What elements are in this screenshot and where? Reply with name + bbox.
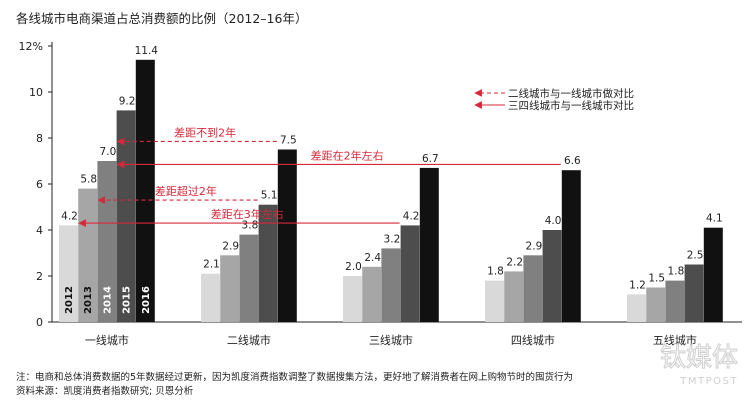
legend-label: 二线城市与一线城市做对比: [508, 87, 634, 100]
bar: [504, 271, 524, 322]
series-label: 2012: [64, 286, 75, 314]
bar: [523, 255, 543, 322]
x-tick-label: 一线城市: [85, 333, 129, 347]
annotation-label: 差距不到2年: [174, 125, 236, 139]
bar: [135, 59, 155, 323]
bar: [258, 204, 278, 322]
data-label: 7.5: [280, 135, 297, 147]
data-label: 1.8: [668, 266, 685, 278]
y-tick-label: 12%: [19, 40, 43, 53]
y-tick-label: 6: [36, 178, 43, 191]
y-tick-label: 2: [36, 270, 43, 283]
data-label: 3.2: [384, 233, 401, 245]
data-label: 11.4: [135, 45, 159, 57]
bar: [665, 280, 685, 322]
data-label: 6.7: [422, 153, 439, 165]
series-label: 2015: [122, 286, 133, 314]
bar: [703, 227, 723, 322]
series-label: 2013: [83, 286, 94, 314]
bar: [277, 149, 297, 322]
data-label: 9.2: [119, 95, 136, 107]
data-label: 1.5: [648, 273, 665, 285]
bar: [362, 266, 382, 322]
watermark-subtext: TMTPOST: [679, 376, 738, 387]
bar: [419, 167, 439, 322]
legend-label: 三四线城市与一线城市对比: [508, 99, 634, 112]
footnote: 注：电商和总体消费数据的5年数据经过更新，因为凯度消费指数调整了数据搜集方法，更…: [16, 372, 574, 383]
watermark-text: 钛媒体: [660, 343, 738, 373]
data-label: 4.1: [706, 213, 723, 225]
x-tick-label: 三线城市: [369, 333, 413, 347]
data-label: 2.9: [526, 240, 543, 252]
y-axis: 0 2 4 6 8 10 12%: [19, 40, 53, 329]
bar: [59, 225, 78, 322]
data-label: 4.0: [545, 215, 562, 227]
x-tick-label: 四线城市: [511, 333, 555, 347]
data-label: 2.0: [345, 261, 362, 273]
data-label: 6.6: [564, 155, 581, 167]
x-axis: 一线城市 二线城市 三线城市 四线城市 五线城市: [52, 321, 742, 347]
bar: [239, 234, 259, 322]
bar: [646, 287, 666, 322]
series-label: 2016: [141, 286, 152, 314]
bar: [561, 170, 581, 322]
data-label: 4.2: [61, 210, 78, 222]
bar: [201, 273, 220, 322]
data-label: 5.1: [261, 190, 278, 202]
y-tick-label: 4: [36, 224, 43, 237]
annotation-label: 差距在2年左右: [311, 148, 384, 162]
data-label: 5.8: [80, 174, 97, 186]
data-label: 4.2: [403, 210, 420, 222]
series-label: 2014: [102, 286, 113, 314]
data-label: 1.2: [629, 279, 646, 291]
bar: [343, 276, 362, 322]
data-label: 3.8: [242, 220, 259, 232]
bar: [485, 280, 504, 322]
x-tick-label: 五线城市: [653, 333, 697, 347]
bar: [400, 225, 420, 322]
watermark-logo: 钛媒体 TMTPOST: [659, 343, 738, 388]
data-label: 7.0: [100, 146, 117, 158]
annotation-label: 差距超过2年: [155, 184, 217, 198]
source-note: 资料来源：凯度消费者指数研究; 贝恩分析: [16, 386, 194, 397]
data-label: 2.5: [687, 250, 704, 262]
y-tick-label: 0: [36, 316, 43, 329]
data-label: 2.2: [506, 256, 523, 268]
data-label: 2.9: [222, 240, 239, 252]
y-tick-label: 8: [36, 132, 43, 145]
x-tick-label: 二线城市: [227, 333, 271, 347]
data-label: 1.8: [487, 266, 504, 278]
chart-title: 各线城市电商渠道占总消费额的比例（2012–16年）: [16, 11, 308, 26]
y-tick-label: 10: [29, 86, 43, 99]
bar: [542, 230, 562, 322]
data-label: 2.1: [203, 259, 220, 271]
bar-series-group: 4.2 2.1 2.0 1.8 1.2 5.8 2.9 2.4 2.2 1.5 7.0 3.8 3.2 2…: [59, 45, 723, 323]
data-label: 2.4: [364, 252, 381, 264]
bar: [220, 255, 240, 322]
annotation-label: 差距在3年左右: [211, 207, 284, 221]
bar: [381, 248, 401, 322]
bar: [627, 294, 646, 322]
bar: [684, 264, 704, 322]
